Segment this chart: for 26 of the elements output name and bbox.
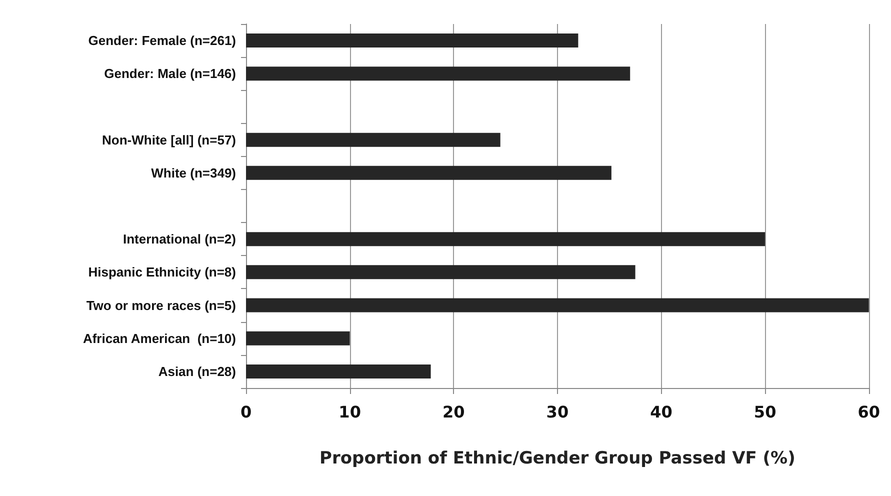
- bar: [246, 232, 766, 246]
- bar: [246, 66, 630, 81]
- y-tick-label: Gender: Male (n=146): [104, 66, 236, 82]
- bar: [246, 364, 431, 378]
- x-tick-label: 50: [754, 402, 776, 422]
- bar: [246, 331, 350, 346]
- x-tick-label: 60: [858, 402, 880, 422]
- y-tick-label: Gender: Female (n=261): [88, 33, 236, 48]
- x-tick-label: 30: [546, 402, 569, 422]
- y-tick-label: Non-White [all] (n=57): [102, 132, 236, 148]
- x-tick-label: 20: [442, 402, 465, 422]
- x-tick-label: 0: [240, 402, 252, 422]
- x-axis-title: Proportion of Ethnic/Gender Group Passed VF (%): [320, 448, 796, 468]
- y-tick-label: Hispanic Ethnicity (n=8): [88, 264, 236, 280]
- y-tick-label: International (n=2): [122, 232, 236, 247]
- bar: [246, 298, 869, 312]
- y-tick-label: African American (n=10): [82, 330, 236, 346]
- y-tick-label: White (n=349): [151, 165, 236, 180]
- x-tick-label: 10: [338, 402, 361, 422]
- y-tick-label: Asian (n=28): [158, 364, 236, 379]
- y-tick-label: Two or more races (n=5): [86, 298, 236, 313]
- bar: [246, 132, 500, 147]
- bar: [246, 166, 612, 180]
- x-tick-label: 40: [650, 402, 672, 422]
- bar: [246, 34, 578, 48]
- bar: [246, 265, 636, 280]
